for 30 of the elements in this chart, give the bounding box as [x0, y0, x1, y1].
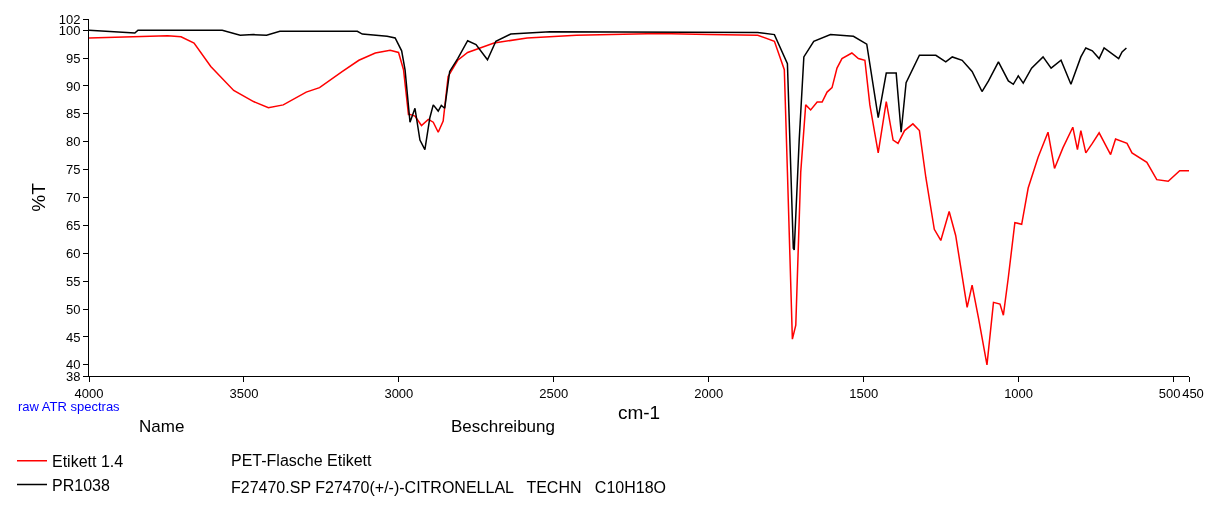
y-tick-label: 70 — [65, 190, 81, 206]
x-tick-label: 450 — [1182, 385, 1204, 401]
x-tick-label: 500 — [1158, 385, 1181, 401]
x-tick-label: 3000 — [384, 385, 414, 401]
y-tick-label: 60 — [65, 245, 81, 261]
text: PET-Flasche Etikett — [231, 452, 373, 469]
y-tick-label: 65 — [65, 217, 81, 233]
text: raw ATR spectras — [18, 399, 121, 414]
y-tick-label: 102 — [58, 11, 81, 27]
y-tick-label: 80 — [65, 134, 81, 150]
x-axis-title: cm-1 — [617, 402, 661, 424]
y-tick-label: 50 — [65, 301, 81, 317]
y-tick-label: 75 — [65, 162, 81, 178]
text: Beschreibung — [451, 417, 555, 436]
x-tick-label: 1000 — [1004, 385, 1034, 401]
x-tick-label: 1500 — [849, 385, 879, 401]
y-tick-label: 45 — [65, 329, 81, 345]
y-tick-label: 85 — [65, 106, 81, 122]
y-axis-title: %T — [27, 182, 49, 212]
legend-label: PR1038 — [52, 476, 110, 494]
y-tick-label: 90 — [65, 78, 81, 94]
y-tick-label: 55 — [65, 273, 81, 289]
text: Name — [139, 417, 185, 436]
x-tick-label: 4000 — [74, 385, 104, 401]
x-tick-label: 3500 — [229, 385, 259, 401]
y-tick-label: 95 — [65, 50, 81, 66]
x-tick-label: 2500 — [539, 385, 569, 401]
x-tick-label: 2000 — [694, 385, 724, 401]
text: F27470.SP F27470(+/-)-CITRONELLAL TECHN C10H18O — [231, 479, 666, 496]
legend-label: Etikett 1.4 — [52, 452, 124, 470]
